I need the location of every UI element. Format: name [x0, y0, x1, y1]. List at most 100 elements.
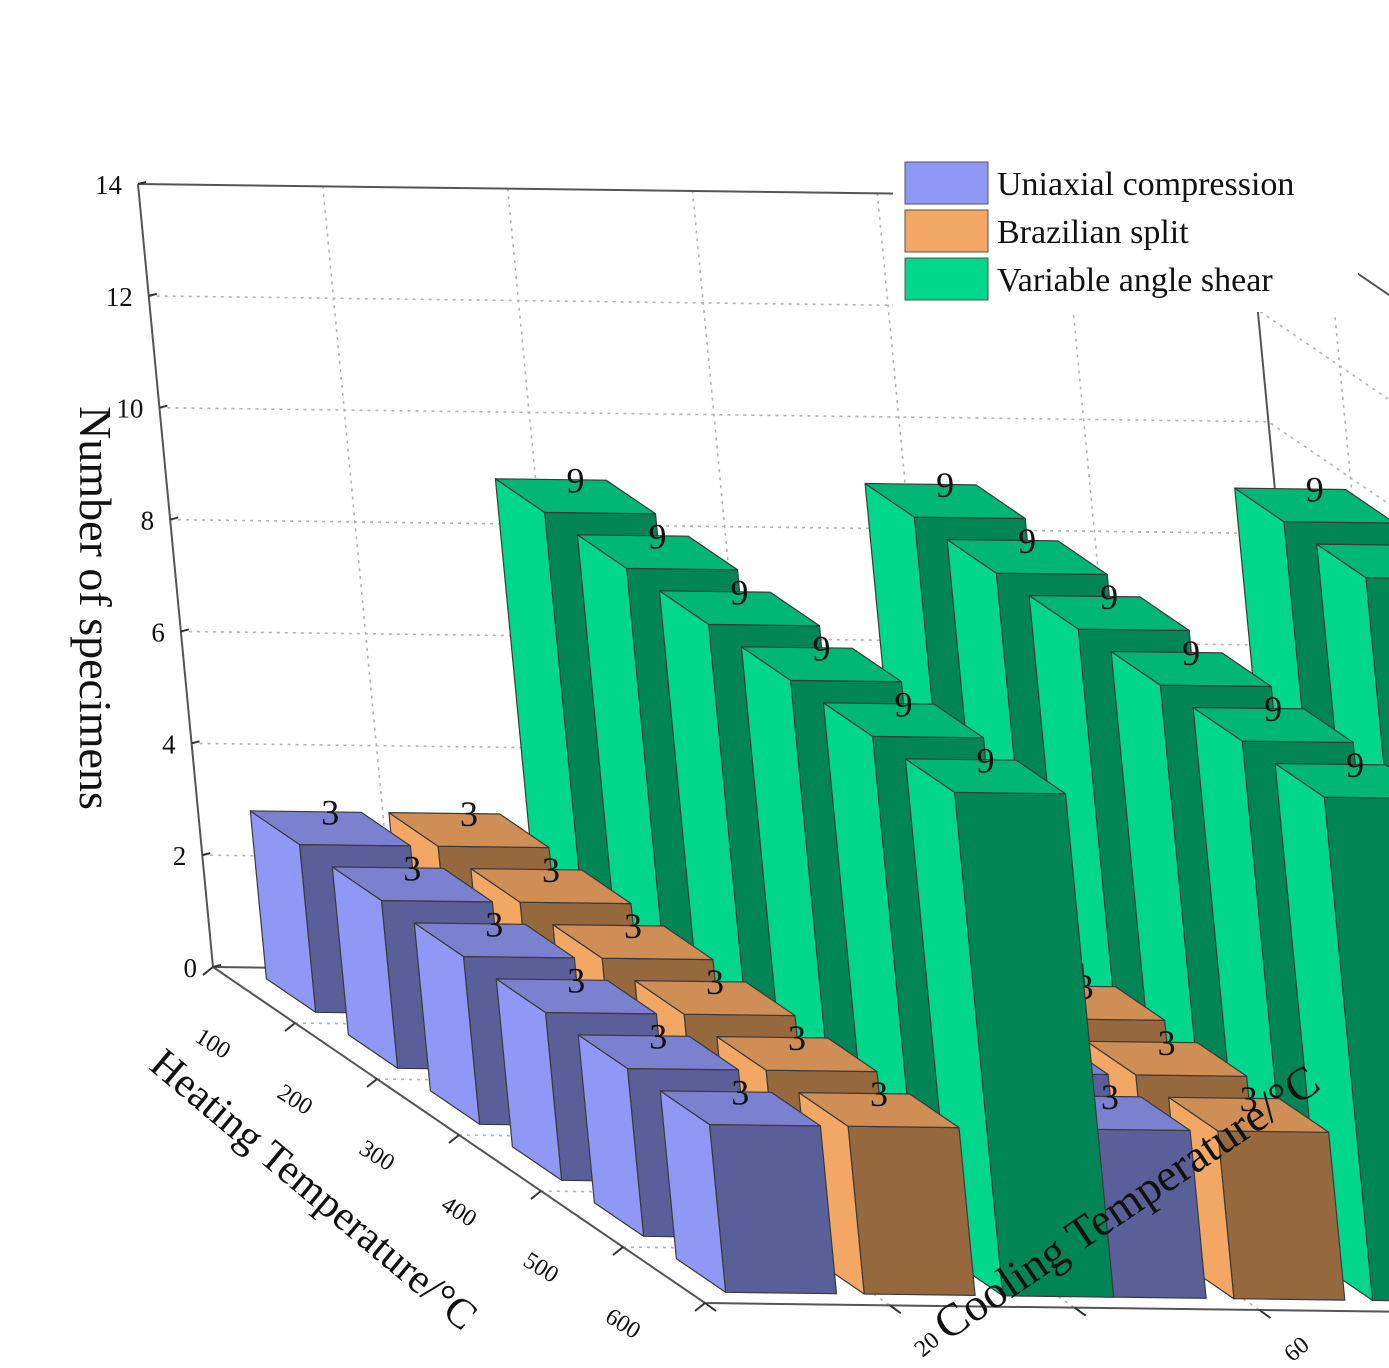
bar: 9 [904, 740, 1115, 1298]
bar-data-label: 3 [1101, 1077, 1119, 1117]
bar-data-label: 3 [321, 792, 339, 832]
bar-top [1192, 706, 1354, 744]
bar-data-label: 9 [936, 465, 954, 505]
y-tick-label: 60 [1279, 1332, 1314, 1367]
bar-data-label: 3 [1158, 1023, 1176, 1063]
x-tick-label: 600 [601, 1304, 645, 1345]
x-tick-label: 300 [355, 1136, 399, 1177]
bar-data-label: 3 [649, 1016, 667, 1056]
bar-data-label: 9 [649, 516, 667, 556]
bar-top [1110, 650, 1272, 688]
legend: Uniaxial compression Brazilian split Varia… [893, 150, 1358, 312]
bar-data-label: 3 [542, 850, 560, 890]
bar-data-label: 3 [1240, 1079, 1258, 1119]
z-tick-label: 0 [184, 953, 198, 983]
x-tick-label: 500 [519, 1248, 563, 1289]
tick-y [889, 1304, 902, 1315]
x-tick-label: 400 [437, 1192, 481, 1233]
bar-top [1167, 1096, 1330, 1133]
bar-top [388, 811, 550, 849]
tick-x [284, 1022, 296, 1032]
bar-top [658, 590, 821, 627]
bar-data-label: 9 [731, 572, 749, 612]
bar-top [740, 646, 903, 683]
tick-x [694, 1302, 706, 1312]
bars: 9393399333993333999333339993333339933333… [249, 460, 1389, 1302]
bar-data-label: 9 [1264, 689, 1282, 729]
bar-data-label: 3 [403, 848, 421, 888]
tick-z [159, 404, 168, 409]
bar-top [249, 810, 411, 847]
tick-x [612, 1246, 624, 1256]
z-axis-title: Number of specimens [70, 406, 121, 810]
legend-swatch [904, 161, 989, 205]
tick-z [137, 181, 147, 185]
bar-data-label: 9 [813, 628, 831, 668]
bar-top [946, 538, 1108, 576]
y-tick-label: 20 [910, 1327, 945, 1362]
bar-top [552, 923, 714, 961]
tick-z [212, 964, 222, 968]
legend-swatch [904, 209, 989, 253]
bar-side-right [708, 1123, 838, 1295]
z-tick-label: 12 [106, 282, 133, 312]
z-tick-label: 2 [173, 841, 187, 871]
x-tick-label: 200 [273, 1080, 317, 1121]
bar-data-label: 3 [624, 906, 642, 946]
z-tick-label: 14 [95, 170, 123, 200]
bar-top [577, 1034, 740, 1071]
bar-top [798, 1091, 960, 1129]
frame-left-edge [137, 183, 214, 968]
tick-y [1074, 1306, 1087, 1317]
bar-side-right [847, 1125, 976, 1297]
bar-top [494, 478, 657, 515]
bar-top [576, 534, 739, 571]
tick-y [704, 1302, 717, 1312]
z-tick-label: 8 [141, 506, 155, 536]
bar-data-label: 3 [460, 794, 478, 834]
tick-x [202, 966, 214, 976]
tick-z [180, 628, 190, 633]
bar-data-label: 3 [788, 1018, 806, 1058]
bar-top [659, 1090, 822, 1127]
legend-label: Brazilian split [997, 214, 1189, 251]
bar-top [331, 866, 493, 903]
bar-top [1274, 762, 1389, 799]
tick-y [1258, 1309, 1272, 1319]
bar-data-label: 9 [1018, 521, 1036, 561]
tick-z [169, 516, 179, 521]
tick-z [191, 740, 200, 745]
bar-data-label: 3 [567, 960, 585, 1000]
bar-data-label: 3 [485, 904, 503, 944]
bar-data-label: 9 [977, 740, 995, 780]
bar-top [864, 482, 1026, 520]
bar-top [1316, 543, 1389, 579]
z-tick-label: 6 [151, 617, 165, 647]
z-tick-label: 4 [162, 729, 176, 759]
bar-data-label: 9 [895, 684, 913, 724]
bar-top [413, 922, 576, 959]
bar-data-label: 9 [1100, 577, 1118, 617]
bar: 3 [659, 1072, 838, 1295]
legend-label: Uniaxial compression [997, 166, 1294, 203]
bar-top [1028, 594, 1190, 632]
bar-top [495, 978, 658, 1015]
bar-data-label: 9 [567, 460, 585, 500]
legend-swatch [904, 257, 989, 301]
x-tick-label: 100 [191, 1024, 235, 1065]
tick-x [366, 1078, 378, 1088]
bar-data-label: 9 [1182, 633, 1200, 673]
bar-top [470, 867, 632, 905]
tick-z [148, 292, 157, 297]
gridline-y-wall [322, 186, 399, 970]
bar-data-label: 9 [1388, 526, 1389, 566]
bar-data-label: 3 [870, 1074, 888, 1114]
bar: 3 [798, 1074, 976, 1297]
legend-label: Variable angle shear [997, 262, 1273, 299]
bar-data-label: 3 [731, 1072, 749, 1112]
z-tick-label: 10 [116, 394, 143, 424]
tick-x [448, 1134, 460, 1144]
tick-x [530, 1190, 542, 1200]
bar-top [716, 1035, 878, 1073]
